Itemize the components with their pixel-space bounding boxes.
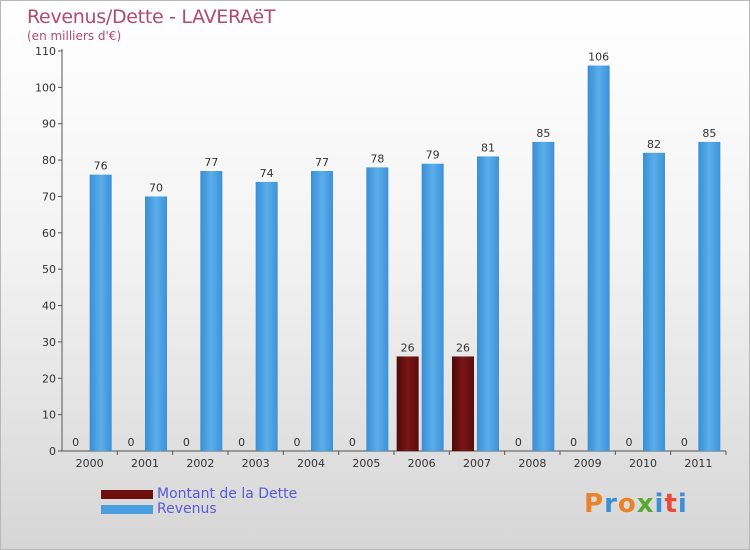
x-tick-label: 2007 [463, 457, 491, 470]
y-tick-label: 90 [42, 118, 56, 131]
data-label-dette: 0 [128, 436, 135, 449]
y-tick-label: 40 [42, 300, 56, 313]
x-axis: 2000 2001 2002 2003 2004 2005 2006 2007 2008 2009… [62, 450, 727, 470]
x-tick-label: 2001 [131, 457, 159, 470]
bar-revenus [145, 196, 167, 451]
y-tick-label: 100 [35, 81, 56, 94]
data-label-revenus: 70 [149, 181, 163, 194]
chart-title: Revenus/Dette - LAVERAëT [27, 6, 276, 28]
logo-letter: o [617, 489, 637, 519]
x-tick-label: 2006 [408, 457, 436, 470]
logo-letter: i [654, 489, 665, 519]
data-label-dette: 0 [238, 436, 245, 449]
data-label-dette: 0 [72, 436, 79, 449]
bar-revenus [698, 141, 721, 451]
y-tick-label: 70 [42, 190, 56, 203]
y-tick-label: 30 [42, 336, 56, 349]
data-label-revenus: 79 [426, 149, 440, 162]
data-label-dette: 0 [294, 436, 301, 449]
logo-letter: r [604, 489, 618, 519]
x-tick-label: 2008 [518, 457, 546, 470]
data-label-dette: 0 [349, 436, 356, 449]
bar-revenus [311, 171, 333, 451]
legend-swatch-revenus [101, 505, 153, 514]
legend-swatch-dette [101, 490, 153, 499]
logo-letter: x [636, 489, 655, 519]
logo-letter: P [584, 489, 605, 519]
data-label-dette: 0 [183, 436, 190, 449]
legend-label-dette: Montant de la Dette [157, 486, 298, 502]
bar-revenus [421, 163, 444, 451]
bar-revenus [643, 152, 665, 451]
bar-revenus [200, 171, 223, 451]
data-label-revenus: 77 [204, 156, 218, 169]
y-tick-label: 50 [42, 263, 56, 276]
logo-letter: t [664, 489, 678, 519]
x-tick-label: 2002 [186, 457, 214, 470]
data-label-revenus: 76 [94, 160, 108, 173]
y-tick-label: 20 [42, 372, 56, 385]
data-label-revenus: 77 [315, 156, 329, 169]
x-tick-label: 2004 [297, 457, 325, 470]
data-label-revenus: 74 [260, 167, 274, 180]
bar-dette [396, 356, 419, 451]
data-label-dette: 0 [515, 436, 522, 449]
x-tick-label: 2003 [242, 457, 270, 470]
y-tick-label: 110 [35, 45, 56, 58]
y-axis: 0 10 20 30 40 50 60 70 80 90 100 110 [35, 45, 63, 458]
bar-revenus [366, 167, 389, 451]
data-label-dette: 26 [456, 341, 470, 354]
data-label-revenus: 85 [536, 127, 550, 140]
y-tick-label: 0 [49, 445, 56, 458]
proxiti-logo: Proxiti [584, 489, 688, 519]
bar-revenus [89, 174, 112, 452]
y-tick-label: 80 [42, 154, 56, 167]
x-tick-label: 2005 [352, 457, 380, 470]
bar-revenus [587, 65, 610, 451]
y-tick-label: 60 [42, 227, 56, 240]
logo-letter: i [677, 489, 688, 519]
data-label-dette: 0 [681, 436, 688, 449]
bar-dette [452, 356, 474, 451]
data-label-revenus: 85 [702, 127, 716, 140]
x-tick-label: 2000 [76, 457, 104, 470]
x-tick-label: 2011 [684, 457, 712, 470]
data-label-dette: 26 [401, 341, 415, 354]
y-tick-label: 10 [42, 409, 56, 422]
data-label-revenus: 81 [481, 141, 495, 154]
x-tick-label: 2009 [574, 457, 602, 470]
legend-label-revenus: Revenus [157, 501, 217, 517]
data-label-dette: 0 [570, 436, 577, 449]
data-label-revenus: 78 [370, 152, 384, 165]
bar-revenus [255, 181, 278, 451]
chart-subtitle: (en milliers d'€) [27, 29, 122, 43]
bar-revenus [532, 141, 555, 451]
data-label-revenus: 106 [588, 51, 609, 64]
x-tick-label: 2010 [629, 457, 657, 470]
data-label-revenus: 82 [647, 138, 661, 151]
bar-revenus [477, 156, 499, 452]
data-label-dette: 0 [626, 436, 633, 449]
bars-group: 0 76 0 70 0 77 0 74 0 77 0 78 26 79 26 81 0 85 0 106 0 82 0 85 [72, 51, 721, 452]
